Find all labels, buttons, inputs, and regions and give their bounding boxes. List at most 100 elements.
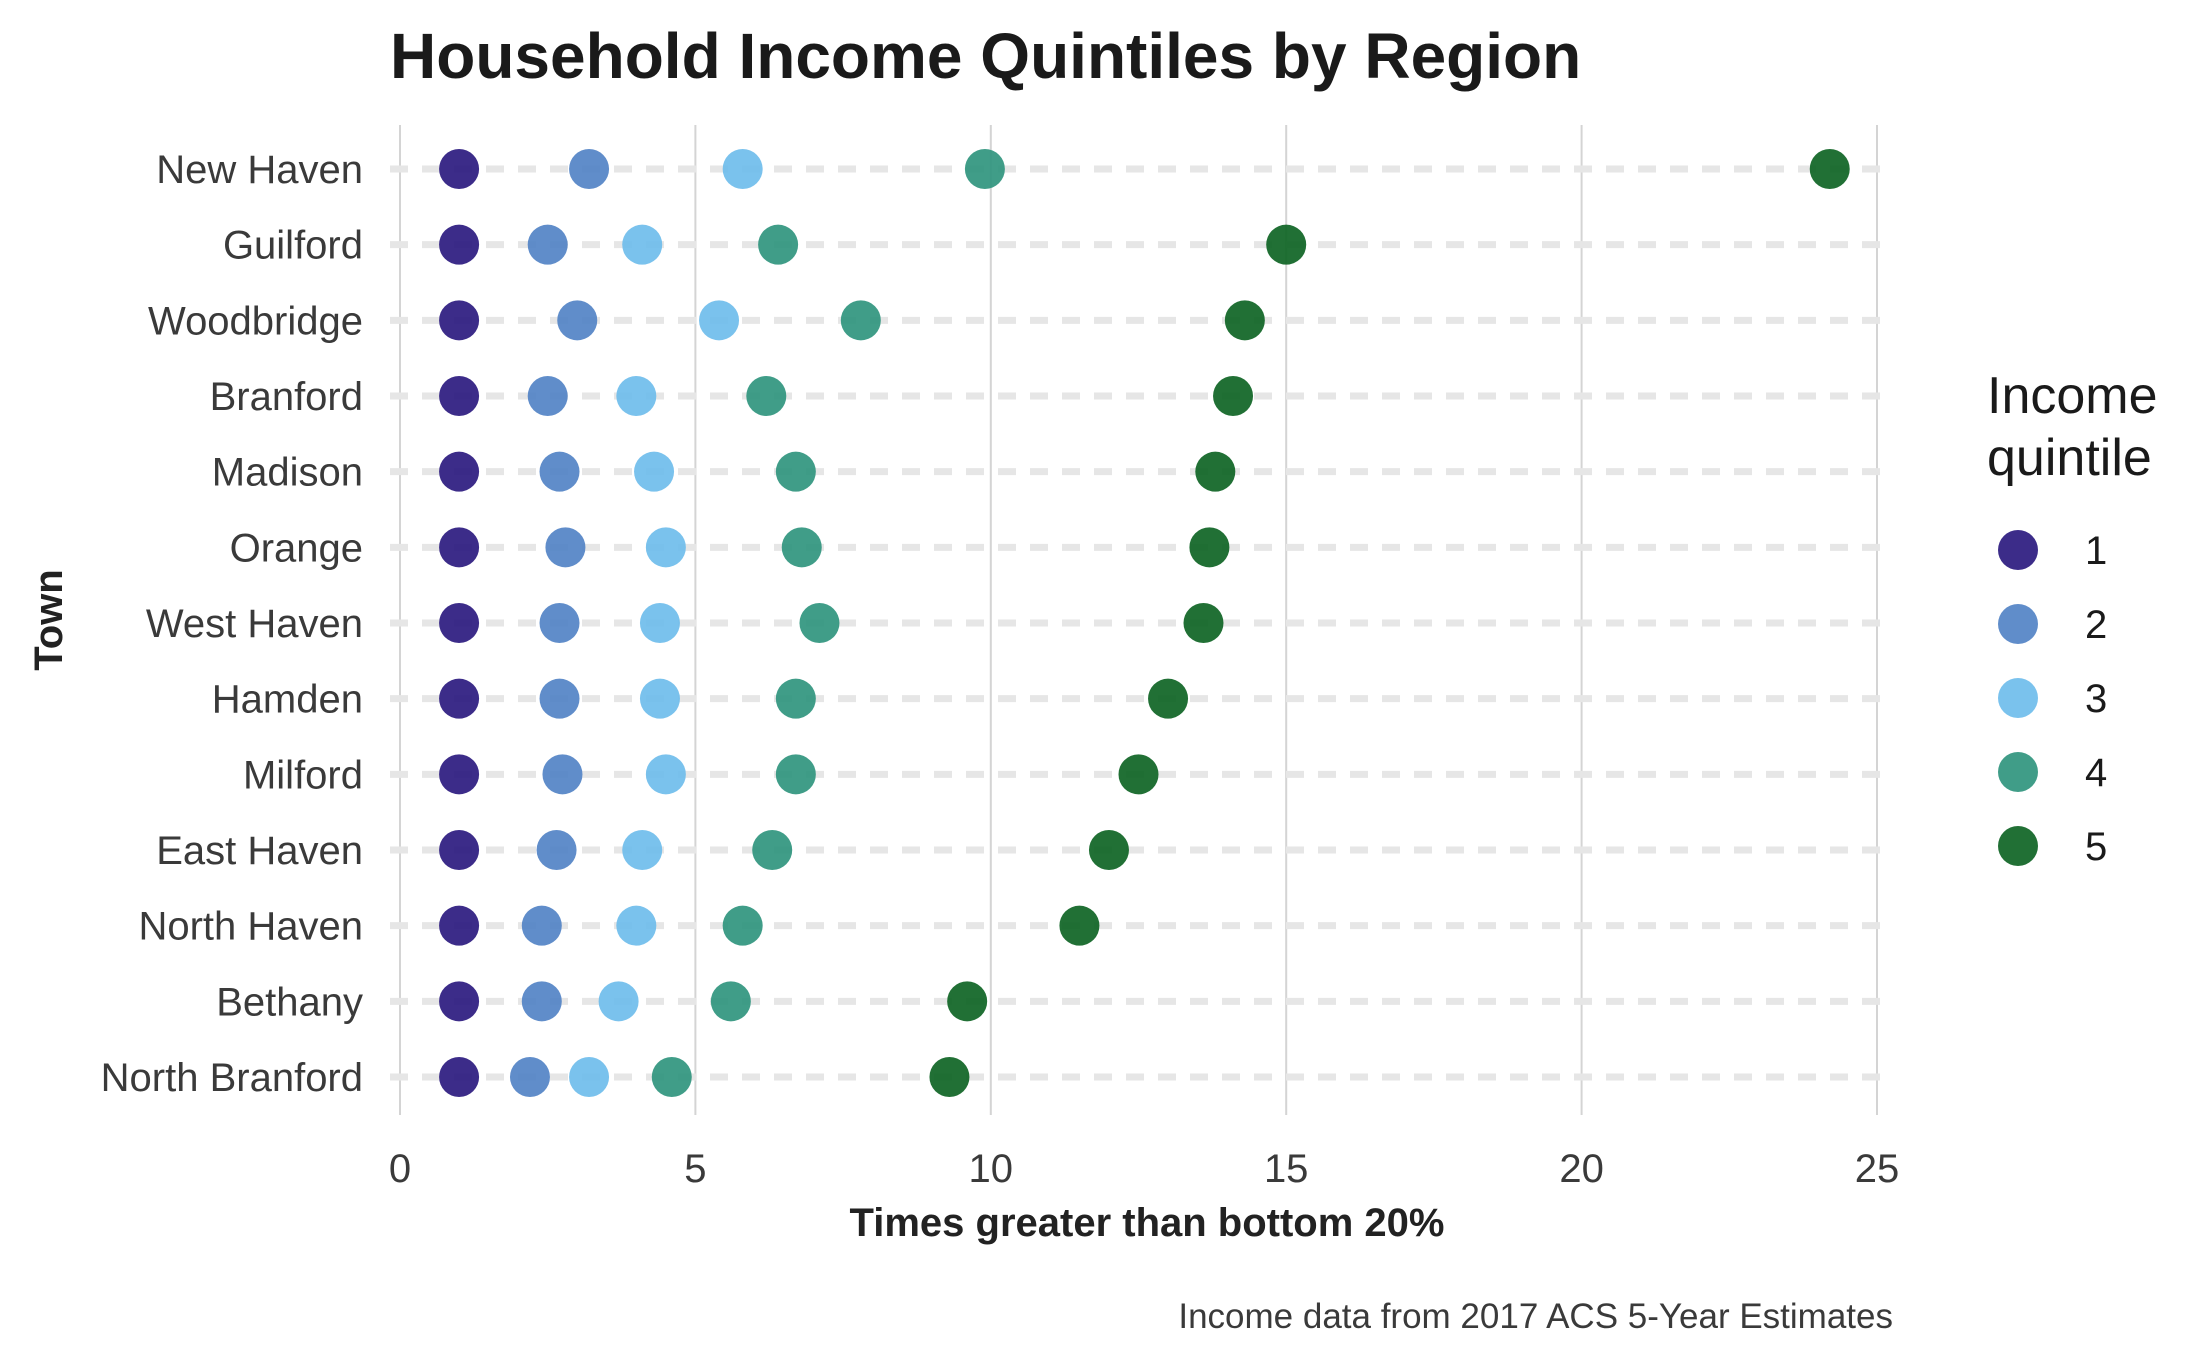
legend-title-line: quintile — [1987, 429, 2152, 487]
y-tick-label: Branford — [210, 375, 363, 419]
point-q1-milford — [439, 754, 480, 795]
x-tick-label: 0 — [389, 1147, 411, 1191]
x-tick-label: 10 — [969, 1147, 1014, 1191]
point-q3-east-haven — [622, 830, 663, 870]
point-q2-north-haven — [521, 905, 562, 946]
point-q3-madison — [634, 451, 675, 492]
x-axis-title: Times greater than bottom 20% — [850, 1201, 1445, 1245]
point-q2-north-branford — [509, 1057, 550, 1097]
point-q4-milford — [775, 754, 816, 795]
point-q3-new-haven — [722, 149, 763, 189]
point-q5-orange — [1189, 527, 1230, 568]
point-q5-east-haven — [1088, 830, 1129, 870]
point-q2-madison — [539, 451, 580, 492]
y-axis-title: Town — [27, 569, 71, 670]
point-q3-branford — [616, 376, 657, 416]
point-q3-bethany — [598, 981, 639, 1022]
point-q5-bethany — [947, 981, 988, 1022]
point-q2-orange — [545, 527, 586, 568]
y-tick-label: Bethany — [216, 980, 363, 1024]
legend-label: 3 — [2085, 677, 2107, 721]
y-tick-label: Woodbridge — [148, 299, 363, 343]
point-q3-north-branford — [569, 1057, 610, 1097]
y-tick-label: East Haven — [156, 829, 363, 873]
point-q1-guilford — [439, 224, 480, 265]
point-q1-orange — [439, 527, 480, 568]
point-q4-guilford — [758, 224, 799, 265]
legend-swatch — [1998, 678, 2038, 718]
point-q2-new-haven — [569, 149, 610, 189]
legend-label: 2 — [2085, 603, 2107, 647]
point-q5-hamden — [1148, 678, 1189, 719]
point-q4-orange — [781, 527, 822, 568]
point-q3-milford — [645, 754, 686, 795]
point-q5-branford — [1213, 376, 1254, 416]
point-q2-hamden — [539, 678, 580, 719]
point-q4-woodbridge — [840, 300, 881, 341]
point-q1-north-branford — [439, 1057, 480, 1097]
point-q1-east-haven — [439, 830, 480, 870]
point-q4-west-haven — [799, 603, 840, 643]
point-q3-guilford — [622, 224, 663, 265]
point-q5-woodbridge — [1224, 300, 1265, 341]
point-q5-north-branford — [929, 1057, 970, 1097]
x-tick-labels: 0 5 10 15 20 25 — [389, 1147, 1899, 1191]
point-q5-north-haven — [1059, 905, 1100, 946]
y-tick-labels: New Haven Guilford Woodbridge Branford Madis… — [101, 148, 363, 1100]
point-q2-bethany — [521, 981, 562, 1022]
point-q1-bethany — [439, 981, 480, 1022]
grid — [390, 125, 1887, 1115]
y-tick-label: Hamden — [212, 678, 363, 722]
y-tick-label: Orange — [230, 526, 363, 570]
legend-swatch — [1998, 826, 2038, 866]
y-tick-label: Guilford — [223, 224, 363, 268]
point-q3-woodbridge — [699, 300, 740, 341]
chart-title: Household Income Quintiles by Region — [390, 20, 1581, 92]
point-q5-milford — [1118, 754, 1159, 795]
point-q4-east-haven — [752, 830, 793, 870]
legend-swatch — [1998, 604, 2038, 644]
point-q4-north-branford — [651, 1057, 692, 1097]
point-q4-north-haven — [722, 905, 763, 946]
x-tick-label: 25 — [1855, 1147, 1900, 1191]
point-q2-branford — [527, 376, 568, 416]
point-q1-branford — [439, 376, 480, 416]
point-q1-north-haven — [439, 905, 480, 946]
point-q3-hamden — [639, 678, 680, 719]
y-tick-label: West Haven — [146, 602, 363, 646]
x-tick-label: 15 — [1264, 1147, 1309, 1191]
point-q4-bethany — [710, 981, 751, 1022]
point-q1-hamden — [439, 678, 480, 719]
legend-swatch — [1998, 530, 2038, 570]
y-tick-label: North Branford — [101, 1056, 363, 1100]
point-q4-madison — [775, 451, 816, 492]
point-q2-guilford — [527, 224, 568, 265]
x-tick-label: 20 — [1559, 1147, 1604, 1191]
point-q5-guilford — [1266, 224, 1307, 265]
x-tick-label: 5 — [684, 1147, 706, 1191]
legend-label: 5 — [2085, 825, 2107, 869]
point-q2-east-haven — [536, 830, 577, 870]
legend-title-line: Income — [1987, 367, 2158, 425]
y-tick-label: Milford — [243, 753, 363, 797]
point-q4-new-haven — [964, 149, 1005, 189]
point-q1-woodbridge — [439, 300, 480, 341]
point-q1-new-haven — [439, 149, 480, 189]
point-q2-woodbridge — [557, 300, 598, 341]
y-tick-label: North Haven — [138, 905, 363, 949]
point-q3-north-haven — [616, 905, 657, 946]
point-q2-west-haven — [539, 603, 580, 643]
legend-swatch — [1998, 752, 2038, 792]
y-tick-label: New Haven — [156, 148, 363, 192]
point-q1-madison — [439, 451, 480, 492]
point-q5-new-haven — [1809, 149, 1850, 189]
point-q4-hamden — [775, 678, 816, 719]
point-q4-branford — [746, 376, 787, 416]
points — [439, 149, 1850, 1097]
point-q3-west-haven — [639, 603, 680, 643]
legend-label: 4 — [2085, 751, 2107, 795]
point-q5-madison — [1195, 451, 1236, 492]
legend-label: 1 — [2085, 529, 2107, 573]
caption: Income data from 2017 ACS 5-Year Estimat… — [1178, 1297, 1893, 1336]
